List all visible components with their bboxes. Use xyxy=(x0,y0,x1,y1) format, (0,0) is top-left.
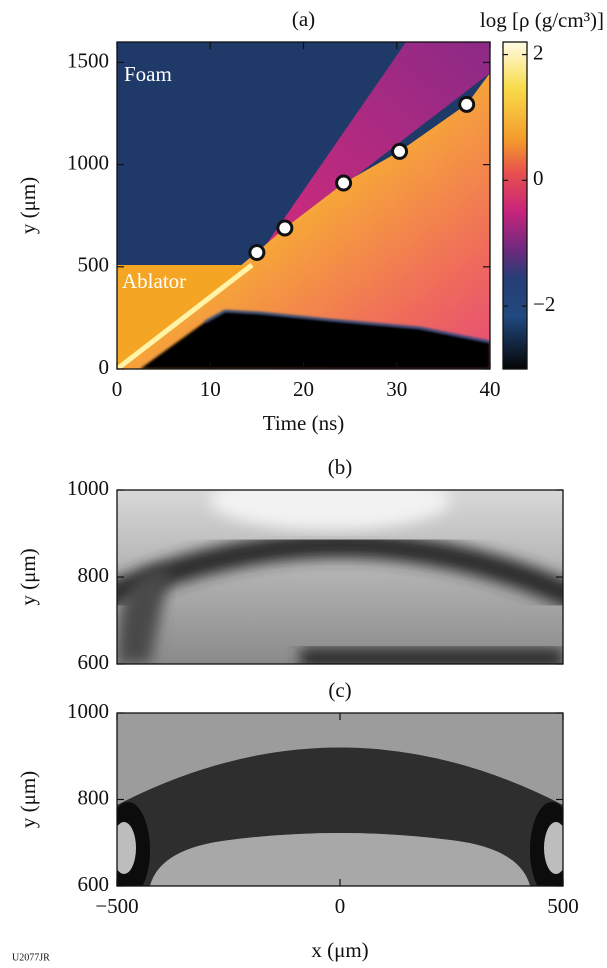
y-tick-label: 800 xyxy=(78,563,110,587)
y-tick-label: 1500 xyxy=(67,48,109,72)
annotation: Ablator xyxy=(122,269,186,293)
y-tick-label: 600 xyxy=(78,650,110,674)
y-tick-label: 1000 xyxy=(67,476,109,500)
y-axis-label: y (μm) xyxy=(16,177,40,234)
radiograph-b xyxy=(117,490,563,664)
y-tick-label: 1000 xyxy=(67,150,109,174)
y-tick-label: 600 xyxy=(78,872,110,896)
radiograph-c xyxy=(117,713,563,886)
x-tick-label: 500 xyxy=(547,894,579,918)
front-point xyxy=(458,95,476,113)
annotation: Foam xyxy=(124,62,172,86)
y-tick-label: 1000 xyxy=(67,699,109,723)
panel-title: (b) xyxy=(328,455,353,479)
x-tick-label: 30 xyxy=(386,377,407,401)
front-point xyxy=(335,174,353,192)
panel-title: (c) xyxy=(328,678,351,702)
colorbar-label: log [ρ (g/cm³)] xyxy=(480,8,604,32)
colorbar xyxy=(502,41,528,370)
panel-title: (a) xyxy=(292,7,315,31)
x-tick-label: −500 xyxy=(95,894,138,918)
colorbar-tick-label: −2 xyxy=(533,292,555,316)
x-tick-label: 10 xyxy=(200,377,221,401)
x-tick-label: 0 xyxy=(335,894,346,918)
x-tick-label: 20 xyxy=(293,377,314,401)
y-tick-label: 800 xyxy=(78,785,110,809)
y-axis-label: y (μm) xyxy=(16,548,40,605)
x-axis-label: x (μm) xyxy=(311,938,368,962)
front-point xyxy=(248,244,266,262)
front-point xyxy=(276,219,294,237)
colorbar-tick-label: 2 xyxy=(533,40,544,64)
x-tick-label: 40 xyxy=(480,377,501,401)
x-tick-label: 0 xyxy=(112,377,123,401)
front-point xyxy=(391,142,409,160)
density-map xyxy=(117,42,490,369)
colorbar-tick-label: 0 xyxy=(533,166,544,190)
x-axis-label: Time (ns) xyxy=(263,411,345,435)
y-tick-label: 0 xyxy=(99,355,110,379)
figure-id: U2077JR xyxy=(12,952,50,963)
y-axis-label: y (μm) xyxy=(16,771,40,828)
y-tick-label: 500 xyxy=(78,253,110,277)
